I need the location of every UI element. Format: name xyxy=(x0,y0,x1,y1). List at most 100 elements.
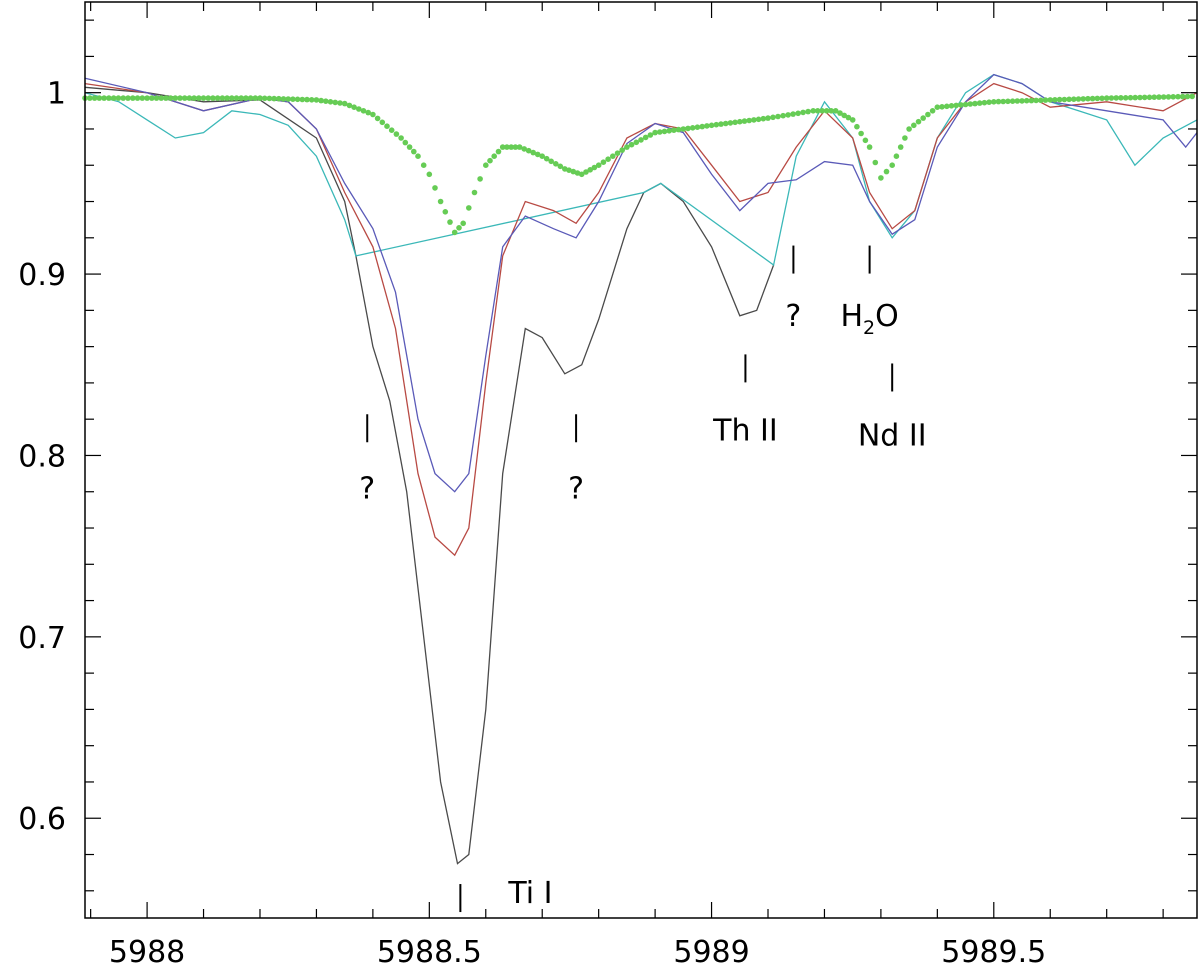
series-4-point xyxy=(1099,95,1105,102)
series-4-point xyxy=(866,144,873,150)
series-4-point xyxy=(722,120,729,127)
series-4-point xyxy=(893,153,900,159)
axes-layer: 5988 5988.5 5989 5989.5 0.6 0.7 0.8 0.9 1 xyxy=(18,1,1198,970)
series-4-point xyxy=(276,95,282,102)
series-4-point xyxy=(539,153,545,159)
series-4-point xyxy=(426,171,433,178)
series-4-point xyxy=(780,112,786,119)
series-4-point xyxy=(1132,94,1138,101)
series-4-point xyxy=(1156,94,1162,100)
series-4-point xyxy=(149,95,155,101)
series-4-point xyxy=(548,158,554,165)
series-4-point xyxy=(642,134,649,141)
series-4-point xyxy=(360,108,367,114)
series-4-point xyxy=(266,95,273,102)
series-4-point xyxy=(247,95,254,101)
annotation-label: Ti I xyxy=(507,876,552,911)
series-4-point xyxy=(770,114,776,121)
annotation-label: ? xyxy=(785,299,801,334)
series-4-point xyxy=(318,97,324,104)
series-4-point xyxy=(614,150,621,156)
series-4-point xyxy=(153,95,160,101)
series-4-point xyxy=(619,147,625,153)
series-4-point xyxy=(1000,98,1006,105)
series-4-point xyxy=(562,166,568,172)
series-4-point xyxy=(795,110,801,117)
series-4-point xyxy=(972,100,978,107)
series-4-point xyxy=(120,95,126,101)
series-4-point xyxy=(837,110,843,116)
series-4-point xyxy=(534,151,541,158)
series-4-point xyxy=(280,96,287,102)
series-4-point xyxy=(1066,96,1072,103)
series-4-point xyxy=(1118,95,1124,101)
series-4-point xyxy=(1189,93,1195,100)
series-4-point xyxy=(666,128,672,134)
series-4-point xyxy=(823,108,830,114)
line-annotation: ? xyxy=(568,414,584,506)
series-4-point xyxy=(1056,96,1063,103)
series-4-point xyxy=(915,118,922,125)
series-4-point xyxy=(499,144,506,150)
series-4-point xyxy=(986,99,992,105)
series-4-point xyxy=(1080,96,1086,102)
series-4-point xyxy=(495,148,502,155)
series-4-point xyxy=(420,162,427,168)
series-4-point xyxy=(1141,94,1148,101)
series-4-point xyxy=(1160,94,1167,100)
series-4-point xyxy=(699,123,705,130)
series-4-point xyxy=(460,220,467,227)
series-4-point xyxy=(570,168,577,175)
series-4-point xyxy=(1175,93,1181,100)
x-tick-label: 5989 xyxy=(673,935,749,970)
series-4-point xyxy=(1146,94,1153,101)
series-4-point xyxy=(633,139,640,146)
series-4-point xyxy=(205,95,211,101)
y-tick-label: 0.8 xyxy=(18,439,66,474)
series-4-point xyxy=(243,95,249,101)
series-4-point xyxy=(624,144,630,150)
series-4-point xyxy=(967,101,974,107)
series-4-point xyxy=(1170,94,1176,100)
series-4-point xyxy=(398,135,404,141)
series-4-point xyxy=(828,108,834,114)
annotation-label-main: ? xyxy=(785,299,801,334)
series-4-point xyxy=(1108,95,1115,101)
series-4-point xyxy=(1122,95,1129,101)
series-4-point xyxy=(96,95,103,101)
series-4-point xyxy=(471,189,478,196)
series-4-point xyxy=(906,126,912,132)
series-4-point xyxy=(466,205,472,211)
series-4-dots xyxy=(82,93,1195,236)
series-4-point xyxy=(1071,96,1077,102)
series-4-point xyxy=(191,95,197,101)
series-4-point xyxy=(671,127,677,133)
annotation-label-main: Th II xyxy=(712,413,778,448)
series-4-point xyxy=(689,125,696,131)
series-4-point xyxy=(605,156,611,162)
series-4-point xyxy=(1075,96,1082,102)
series-4-point xyxy=(929,108,936,114)
series-4-point xyxy=(134,95,141,101)
series-4-point xyxy=(487,157,493,164)
series-4-point xyxy=(553,161,559,167)
y-tick-label: 1 xyxy=(47,77,66,112)
series-4-point xyxy=(521,146,527,152)
y-tick-label: 0.7 xyxy=(18,621,66,656)
series-4-point xyxy=(872,159,879,166)
series-4-point xyxy=(477,176,483,182)
series-4-point xyxy=(163,95,169,101)
series-4-point xyxy=(415,153,421,159)
series-4-point xyxy=(1005,98,1011,105)
series-4-point xyxy=(751,117,757,123)
series-4-point xyxy=(737,118,743,125)
series-4-point xyxy=(713,121,720,128)
series-4-point xyxy=(313,97,320,103)
series-4-point xyxy=(483,162,489,168)
series-4-point xyxy=(411,148,417,155)
series-4-point xyxy=(1009,98,1016,104)
series-4-point xyxy=(1151,94,1157,100)
series-4-point xyxy=(595,162,602,168)
series-4-point xyxy=(456,225,462,231)
series-4-point xyxy=(442,209,449,215)
